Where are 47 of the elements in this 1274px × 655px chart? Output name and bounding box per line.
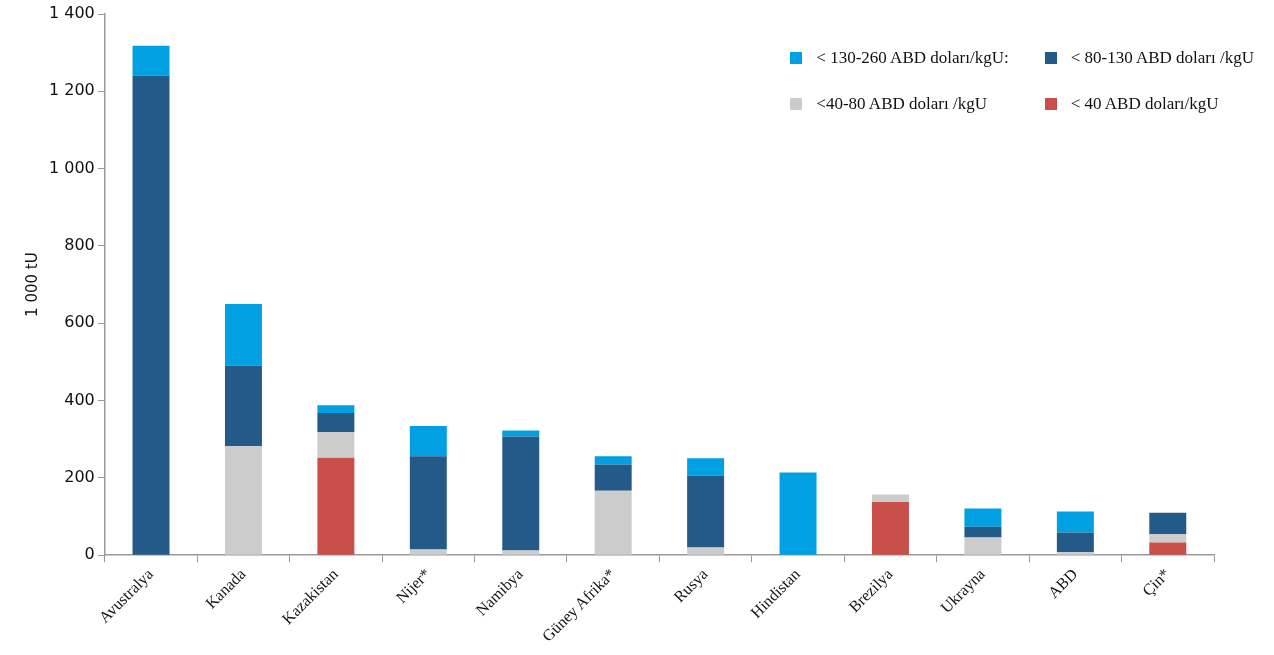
bar	[687, 458, 725, 476]
bar	[317, 457, 355, 555]
legend-label: < 40 ABD doları/kgU	[1070, 94, 1219, 114]
bar	[594, 456, 632, 465]
bar	[872, 501, 909, 555]
bar	[502, 436, 540, 551]
bar	[409, 426, 447, 457]
bar	[1056, 532, 1094, 553]
y-axis-title: 1 000 tU	[22, 252, 41, 317]
y-tick-label: 800	[64, 235, 95, 255]
y-tick-label: 400	[64, 389, 95, 409]
y-tick-label: 200	[64, 467, 95, 487]
bar	[594, 464, 632, 491]
bar	[224, 446, 262, 555]
bar	[964, 508, 1002, 527]
bar	[779, 472, 817, 555]
bar	[1149, 512, 1187, 534]
bar	[502, 550, 540, 555]
y-tick-label: 0	[84, 544, 95, 564]
bar	[1149, 542, 1187, 555]
bar	[872, 494, 909, 502]
bar	[132, 75, 170, 555]
y-tick-label: 1 200	[48, 80, 95, 100]
legend-label: <40-80 ABD doları /kgU	[816, 94, 987, 114]
bar	[964, 526, 1002, 538]
x-tick-label: Çin*	[1138, 565, 1174, 600]
bar	[224, 303, 262, 366]
bar	[1056, 511, 1094, 533]
y-tick-label: 1 000	[48, 157, 95, 177]
bar	[687, 475, 725, 548]
bar	[594, 490, 632, 555]
bar	[224, 365, 262, 447]
y-tick-label: 600	[64, 312, 95, 332]
bar	[317, 405, 355, 413]
bar	[409, 549, 447, 555]
bar	[964, 537, 1002, 555]
bar	[502, 430, 540, 437]
bar	[409, 456, 447, 550]
bar	[1056, 552, 1094, 555]
bar	[317, 432, 355, 458]
bar	[687, 547, 725, 555]
bar	[317, 412, 355, 433]
y-tick-label: 1 400	[48, 3, 95, 23]
bar	[132, 45, 170, 76]
legend-label: < 130-260 ABD doları/kgU:	[816, 48, 1009, 68]
bar	[1149, 533, 1187, 543]
legend-label: < 80-130 ABD doları /kgU	[1070, 48, 1254, 68]
